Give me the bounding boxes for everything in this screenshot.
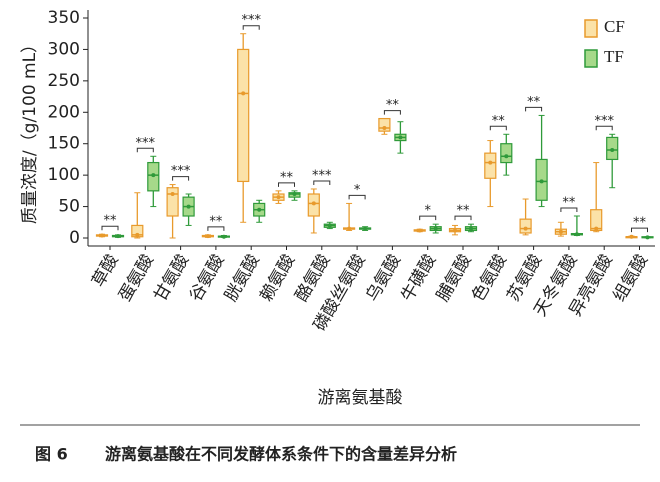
median-dot [504, 154, 509, 159]
sig-label: *** [594, 114, 614, 129]
sig-label: ** [104, 214, 118, 229]
median-dot [221, 234, 226, 239]
sig-bracket [172, 176, 190, 181]
median-dot [453, 228, 457, 233]
median-dot [170, 192, 175, 196]
y-tick-label: 0 [69, 228, 80, 248]
x-axis-label: 游离氨基酸 [318, 388, 403, 408]
caption: 游离氨基酸在不同发酵体系条件下的含量差异分析 [105, 445, 457, 464]
box [166, 187, 179, 217]
median-dot [292, 192, 297, 196]
y-tick-label: 50 [58, 197, 80, 217]
sig-label: ** [280, 170, 294, 185]
sig-label: ** [386, 98, 400, 113]
x-tick-label: 牛磺酸 [398, 251, 441, 305]
sig-bracket [454, 215, 472, 221]
sig-bracket [631, 227, 648, 233]
sig-label: ** [562, 196, 576, 211]
sig-bracket [383, 110, 401, 115]
median-dot [382, 126, 387, 130]
sig-label: *** [136, 136, 156, 151]
x-tick-label: 草酸 [88, 251, 122, 290]
median-dot [241, 91, 246, 96]
median-dot [100, 233, 104, 238]
median-dot [574, 232, 579, 237]
legend-label: TF [604, 47, 624, 66]
figure-label: 图 6 [35, 445, 68, 464]
median-dot [610, 148, 615, 152]
sig-bracket [595, 125, 613, 131]
y-tick-label: 150 [48, 134, 80, 154]
median-dot [523, 226, 528, 231]
median-dot [116, 234, 120, 239]
median-dot [417, 228, 422, 233]
median-dot [135, 232, 140, 237]
y-tick-label: 250 [48, 71, 80, 91]
sig-bracket [313, 180, 331, 185]
median-dot [347, 226, 352, 231]
x-tick-label: 谷氨酸 [186, 251, 229, 305]
sig-label: * [354, 183, 361, 198]
median-dot [327, 223, 332, 228]
legend-label: CF [604, 17, 625, 36]
x-tick-label: 组氨酸 [609, 251, 652, 305]
sig-bracket [419, 215, 437, 221]
median-dot [629, 234, 634, 239]
sig-label: ** [492, 114, 506, 129]
sig-bracket [489, 125, 507, 131]
sig-bracket [136, 147, 154, 153]
box [519, 218, 532, 234]
y-tick-label: 350 [48, 8, 80, 28]
median-dot [151, 173, 156, 178]
x-tick-label: 蛋氨酸 [115, 251, 158, 305]
sig-bracket [525, 106, 543, 112]
y-tick-label: 300 [48, 39, 80, 59]
median-dot [469, 226, 473, 231]
sig-bracket [101, 225, 119, 231]
median-dot [433, 226, 438, 231]
y-axis-label: 质量浓度/（g/100 mL） [20, 36, 40, 224]
box [237, 48, 250, 183]
sig-label: *** [241, 13, 261, 28]
median-dot [488, 160, 493, 165]
box [500, 143, 513, 164]
sig-bracket [278, 182, 295, 187]
sig-bracket [560, 207, 578, 212]
x-tick-label: 甘氨酸 [150, 251, 193, 305]
sig-label: *** [171, 164, 191, 179]
box [378, 117, 391, 132]
y-tick-label: 100 [48, 165, 80, 185]
median-dot [594, 226, 599, 231]
x-tick-label: 色氨酸 [468, 251, 511, 305]
sig-bracket [242, 25, 260, 30]
sig-label: ** [457, 204, 471, 219]
sig-label: * [424, 204, 431, 219]
sig-bracket [207, 226, 225, 231]
median-dot [558, 229, 563, 234]
x-tick-label: 胱氨酸 [221, 251, 264, 305]
legend-swatch [584, 49, 598, 68]
sig-bracket [348, 194, 366, 200]
median-dot [257, 207, 262, 212]
median-dot [398, 135, 403, 140]
median-dot [539, 179, 544, 184]
sig-label: ** [209, 214, 223, 229]
median-dot [363, 226, 368, 231]
sig-label: ** [633, 216, 647, 231]
median-dot [645, 235, 650, 240]
median-dot [276, 195, 281, 200]
median-dot [186, 204, 191, 209]
y-tick-label: 200 [48, 102, 80, 122]
sig-label: ** [527, 95, 541, 110]
x-tick-label: 乌氨酸 [362, 251, 405, 305]
box [484, 152, 497, 179]
sig-label: *** [312, 168, 332, 183]
x-tick-label: 脯氨酸 [433, 251, 476, 305]
x-tick-label: 赖氨酸 [256, 251, 299, 305]
legend-swatch [584, 19, 598, 38]
median-dot [311, 201, 316, 206]
median-dot [205, 234, 210, 239]
